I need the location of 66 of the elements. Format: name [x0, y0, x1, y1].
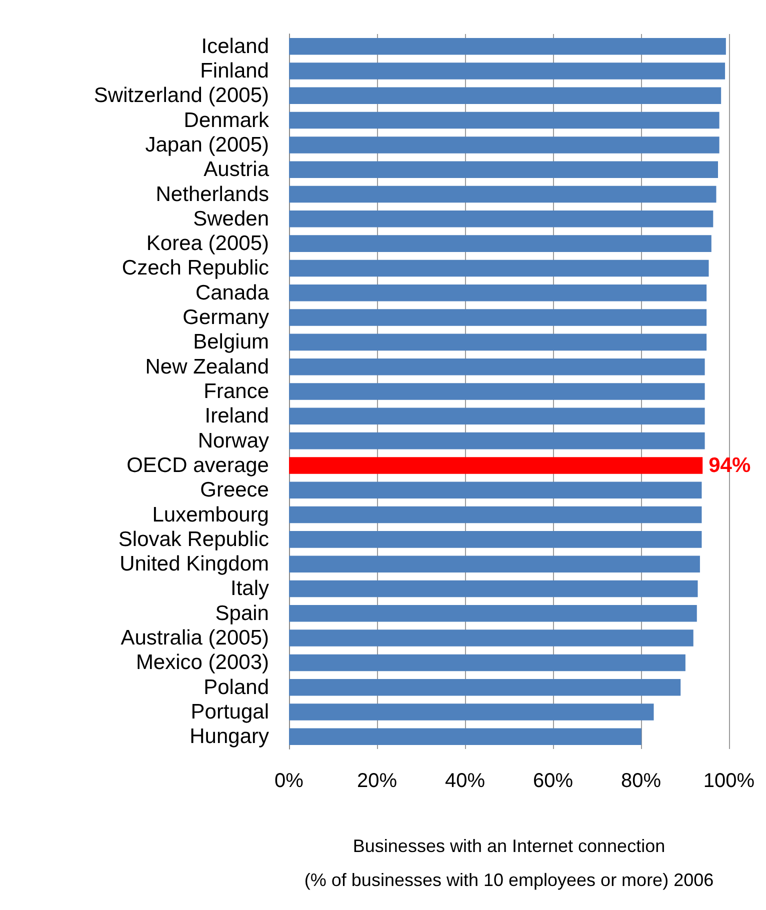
- y-tick-label: Portugal: [190, 700, 269, 724]
- bar: [289, 728, 642, 746]
- bar: [289, 432, 705, 450]
- y-tick-label: Germany: [182, 306, 270, 330]
- bar: [289, 531, 702, 548]
- y-tick-label: Ireland: [204, 404, 269, 428]
- y-tick-label: Norway: [198, 429, 270, 452]
- bar: [289, 605, 697, 622]
- bar: [289, 678, 681, 696]
- y-tick-label: Spain: [215, 602, 269, 625]
- bar: [289, 210, 714, 228]
- y-tick-label: Belgium: [193, 330, 269, 354]
- y-tick-label: Netherlands: [156, 182, 269, 206]
- bar: [289, 161, 718, 178]
- y-tick-label: Greece: [200, 478, 269, 502]
- y-tick-label: United Kingdom: [120, 552, 269, 576]
- y-tick-label: France: [204, 380, 269, 403]
- bar: [289, 580, 698, 598]
- bar: [289, 704, 654, 720]
- y-tick-label: Austria: [204, 158, 270, 182]
- y-tick-label: Canada: [195, 281, 270, 304]
- y-tick-label: Italy: [230, 577, 270, 600]
- bar: [289, 136, 720, 154]
- bar: [289, 383, 705, 400]
- x-tick-label: 100%: [703, 770, 755, 792]
- y-tick-label: New Zealand: [145, 355, 269, 378]
- y-tick-label: Luxembourg: [152, 503, 269, 526]
- y-tick-label: Switzerland (2005): [94, 84, 269, 108]
- bar: [289, 334, 707, 351]
- y-tick-label: Poland: [204, 676, 269, 699]
- bar: [289, 38, 726, 55]
- y-tick-label: Mexico (2003): [136, 651, 269, 674]
- bar: [289, 112, 720, 129]
- y-tick-label: Korea (2005): [146, 232, 269, 256]
- bar: [289, 235, 712, 252]
- y-tick-label: Iceland: [201, 34, 269, 58]
- y-tick-label: Denmark: [184, 108, 270, 132]
- bar: [289, 506, 702, 524]
- y-tick-label: Hungary: [190, 725, 270, 748]
- bar: [289, 630, 694, 646]
- bar: [289, 654, 686, 672]
- bar: [289, 186, 716, 203]
- x-tick-label: 20%: [356, 770, 398, 792]
- y-tick-label: Japan (2005): [145, 133, 269, 156]
- y-tick-label: Finland: [200, 59, 269, 82]
- x-tick-label: 60%: [532, 770, 574, 792]
- bar: [289, 260, 709, 277]
- y-tick-label: Australia (2005): [120, 626, 269, 650]
- bar: [289, 309, 707, 326]
- y-tick-label: Czech Republic: [122, 256, 269, 280]
- bar: [289, 62, 726, 80]
- x-tick-label: 0%: [274, 770, 304, 792]
- x-tick-label: 40%: [444, 770, 486, 792]
- x-axis-title: Businesses with an Internet connection (% of businesses with 10 employees or more) 2006: [304, 836, 714, 890]
- bar: [289, 482, 702, 499]
- y-tick-label: OECD average: [126, 454, 269, 477]
- x-tick-label: 80%: [620, 770, 662, 792]
- bar: [289, 457, 703, 474]
- bar: [289, 358, 705, 376]
- y-tick-label: Sweden: [193, 207, 269, 230]
- y-tick-label: Slovak Republic: [118, 528, 269, 551]
- data-label: 94%: [708, 454, 751, 477]
- bar: [289, 408, 705, 425]
- bar: [289, 284, 707, 302]
- bar: [289, 556, 700, 572]
- bar: [289, 87, 722, 104]
